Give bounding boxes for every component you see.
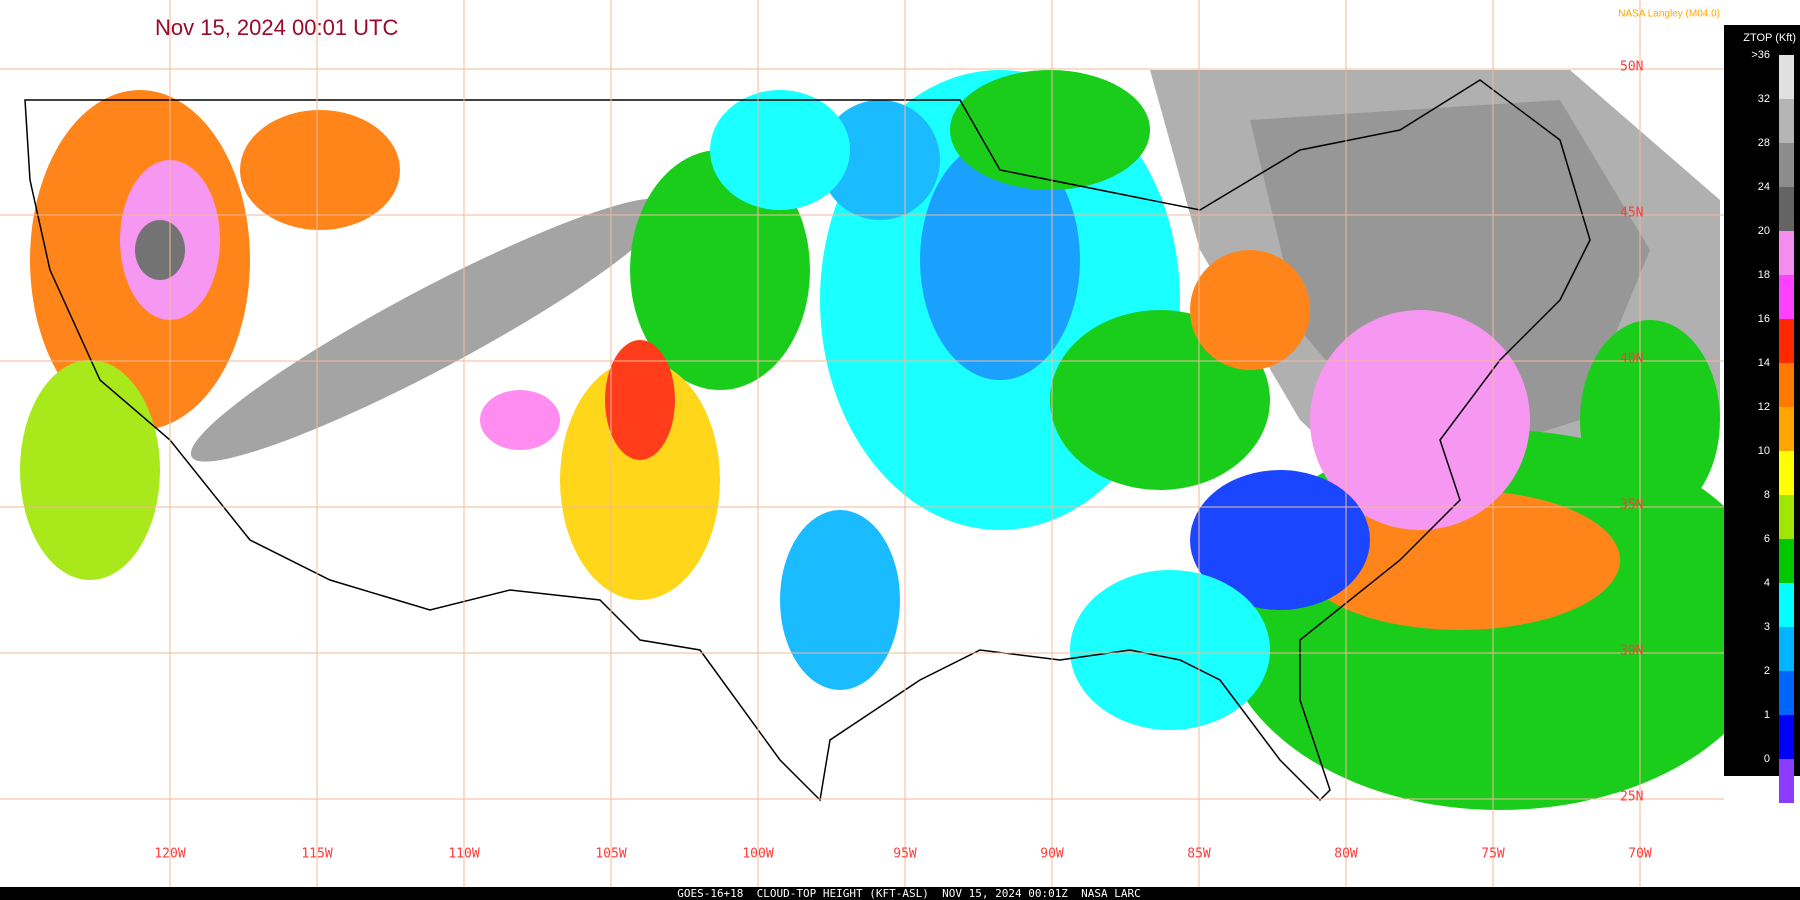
colorbar-label: 12 bbox=[1758, 401, 1770, 413]
longitude-label: 110W bbox=[448, 847, 479, 862]
colorbar-label: 14 bbox=[1758, 357, 1770, 369]
colorbar-label: 20 bbox=[1758, 225, 1770, 237]
colorbar-label: 0 bbox=[1764, 753, 1770, 765]
cloud-imagery bbox=[20, 70, 1780, 810]
colorbar-swatch bbox=[1779, 143, 1794, 187]
longitude-label: 95W bbox=[893, 847, 917, 862]
colorbar-label: 3 bbox=[1764, 621, 1770, 633]
colorbar-label: 32 bbox=[1758, 93, 1770, 105]
colorbar-swatch bbox=[1779, 583, 1794, 627]
colorbar-swatch bbox=[1779, 539, 1794, 583]
colorbar-swatch bbox=[1779, 407, 1794, 451]
longitude-label: 120W bbox=[154, 847, 185, 862]
latitude-label: 30N bbox=[1620, 644, 1643, 659]
longitude-label: 100W bbox=[742, 847, 773, 862]
colorbar-swatch bbox=[1779, 715, 1794, 759]
latitude-label: 25N bbox=[1620, 790, 1643, 805]
footer-bar bbox=[0, 887, 1800, 900]
footer: GOES-16+18 CLOUD-TOP HEIGHT (KFT-ASL) NO… bbox=[677, 887, 1141, 900]
colorbar-swatch bbox=[1779, 99, 1794, 143]
latitude-label: 35N bbox=[1620, 498, 1643, 513]
latitude-label: 45N bbox=[1620, 206, 1643, 221]
colorbar-title: ZTOP (Kft) bbox=[1743, 32, 1796, 44]
colorbar-label: >36 bbox=[1751, 49, 1770, 61]
colorbar-swatch bbox=[1779, 451, 1794, 495]
lat-lon-grid: 120W 115W 110W 105W 100W 95W 90W 85W 80W 75W 70W 50… bbox=[0, 0, 1724, 887]
colorbar-label: 28 bbox=[1758, 137, 1770, 149]
colorbar-label: 10 bbox=[1758, 445, 1770, 457]
longitude-label: 115W bbox=[301, 847, 332, 862]
colorbar-label: 1 bbox=[1764, 709, 1770, 721]
longitude-label: 75W bbox=[1481, 847, 1505, 862]
colorbar-swatch bbox=[1779, 55, 1794, 99]
colorbar-label: 18 bbox=[1758, 269, 1770, 281]
colorbar-swatch bbox=[1779, 671, 1794, 715]
colorbar-label: 6 bbox=[1764, 533, 1770, 545]
map-title: Nov 15, 2024 00:01 UTC bbox=[155, 15, 398, 40]
colorbar-swatch bbox=[1779, 759, 1794, 803]
colorbar-swatch bbox=[1779, 319, 1794, 363]
longitude-label: 80W bbox=[1334, 847, 1358, 862]
longitude-label: 85W bbox=[1187, 847, 1211, 862]
colorbar-label: 24 bbox=[1758, 181, 1770, 193]
colorbar-swatch bbox=[1779, 627, 1794, 671]
colorbar-label: 8 bbox=[1764, 489, 1770, 501]
latitude-label: 50N bbox=[1620, 60, 1643, 75]
colorbar-swatch bbox=[1779, 187, 1794, 231]
colorbar-swatch bbox=[1779, 275, 1794, 319]
colorbar-swatch bbox=[1779, 363, 1794, 407]
colorbar-label: 16 bbox=[1758, 313, 1770, 325]
country-outline bbox=[24, 79, 1591, 802]
longitude-label: 90W bbox=[1040, 847, 1064, 862]
credit: NASA Langley (M04.0) bbox=[1618, 9, 1720, 20]
colorbar-swatch bbox=[1779, 495, 1794, 539]
longitude-label: 105W bbox=[595, 847, 626, 862]
colorbar-label: 4 bbox=[1764, 577, 1770, 589]
longitude-label: 70W bbox=[1628, 847, 1652, 862]
colorbar-label: 2 bbox=[1764, 665, 1770, 677]
latitude-label: 40N bbox=[1620, 352, 1643, 367]
colorbar-swatch bbox=[1779, 231, 1794, 275]
